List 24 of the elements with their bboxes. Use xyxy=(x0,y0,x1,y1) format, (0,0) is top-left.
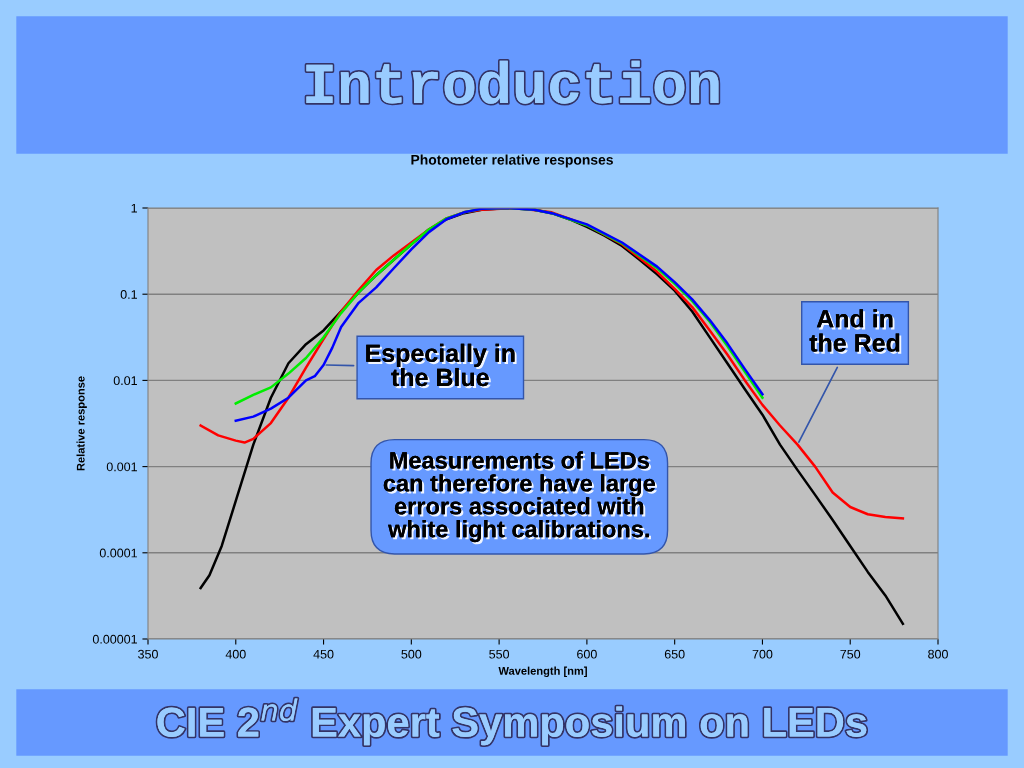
y-tick-label: 0.001 xyxy=(106,462,137,472)
annotation: And in the Red xyxy=(809,309,902,354)
x-tick-label: 650 xyxy=(664,649,685,659)
x-tick-label: 600 xyxy=(577,649,597,659)
x-tick-label: 750 xyxy=(840,649,861,659)
y-tick-label: 0.00001 xyxy=(92,634,137,644)
x-tick-label: 400 xyxy=(225,649,246,659)
y-tick-label: 0.01 xyxy=(113,376,137,386)
x-tick-label: 450 xyxy=(313,649,334,659)
x-tick-label: 500 xyxy=(401,649,422,659)
x-tick-label: 700 xyxy=(752,649,773,659)
x-tick-label: 350 xyxy=(138,649,158,659)
x-axis-title: Wavelength [nm] xyxy=(498,666,587,678)
y-axis-title: Relative response xyxy=(76,376,87,471)
x-tick-label: 800 xyxy=(928,649,948,659)
x-tick-label: 550 xyxy=(489,649,510,659)
chart-title: Introduction xyxy=(306,60,719,104)
y-tick-label: 1 xyxy=(131,203,137,213)
chart-subtitle: Photometer relative responses xyxy=(411,154,613,168)
annotation: Especially in the Blue xyxy=(366,343,517,389)
annotation: Measurements of LEDs can therefore have large errors associated with white light calibrations. xyxy=(383,451,658,545)
y-tick-label: 0.1 xyxy=(120,290,137,299)
y-tick-label: 0.0001 xyxy=(99,548,137,558)
text: CIE 2$^{nd}$ Expert Symposium on LEDs xyxy=(157,698,867,746)
